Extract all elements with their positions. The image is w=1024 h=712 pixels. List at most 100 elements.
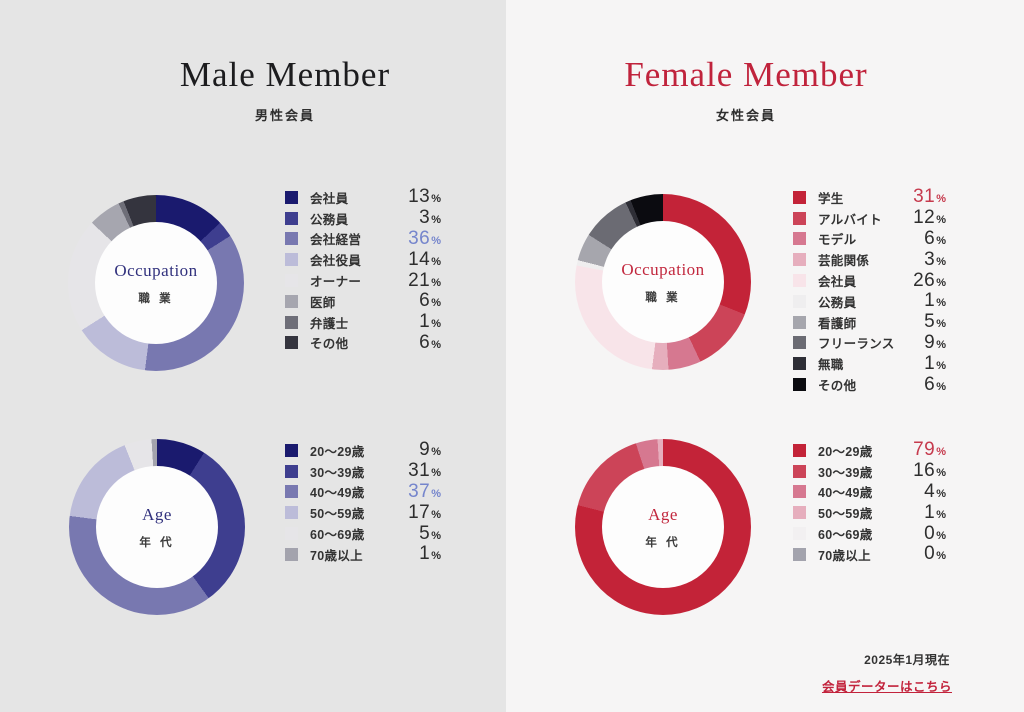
male-age-center-title: Age [142, 504, 172, 524]
legend-row: 40〜49歳 4% [793, 481, 946, 503]
legend-label: 芸能関係 [818, 254, 870, 269]
legend-label: アルバイト [818, 212, 882, 227]
female-title: Female Member [624, 55, 868, 94]
legend-row: フリーランス 9% [793, 332, 946, 354]
legend-row: 50〜59歳 17% [285, 502, 441, 523]
legend-swatch [285, 527, 298, 541]
legend-swatch [793, 232, 806, 246]
male-age-donut-chart: Age 年 代 [69, 439, 245, 615]
legend-row: 会社役員 14% [285, 249, 441, 270]
legend-row: 無職 1% [793, 353, 946, 374]
legend-swatch [285, 274, 298, 288]
legend-swatch [285, 315, 298, 329]
male-panel: Male Member 男性会員 Occupation 職 業 会社員 13% 公務… [0, 0, 506, 712]
legend-value: 1% [924, 290, 946, 312]
legend-row: アルバイト 12% [793, 207, 946, 229]
legend-row: 60〜69歳 5% [285, 523, 441, 544]
legend-label: 公務員 [310, 212, 349, 227]
legend-value: 4% [924, 481, 946, 502]
member-data-link[interactable]: 会員データーはこちら [821, 680, 952, 694]
legend-swatch [793, 378, 806, 392]
legend-value: 0% [924, 543, 946, 565]
legend-swatch [793, 357, 806, 371]
legend-swatch [793, 274, 806, 288]
legend-value: 12% [913, 207, 946, 229]
female-occupation-donut-chart: Occupation 職 業 [575, 194, 751, 370]
male-occupation-donut-chart: Occupation 職 業 [68, 195, 244, 371]
legend-row: 70歳以上 0% [793, 543, 946, 565]
legend-swatch [793, 211, 806, 225]
legend-row: その他 6% [793, 374, 946, 395]
legend-label: 医師 [310, 295, 336, 310]
female-age-donut-center: Age 年 代 [602, 466, 724, 588]
legend-label: 無職 [818, 358, 844, 373]
legend-label: 60〜69歳 [310, 528, 365, 543]
legend-label: 40〜49歳 [310, 486, 365, 501]
male-occupation-donut-center: Occupation 職 業 [95, 222, 217, 344]
male-age-center-subtitle: 年 代 [139, 536, 175, 549]
legend-value: 6% [924, 228, 946, 249]
legend-value: 6% [924, 373, 946, 395]
male-subtitle: 男性会員 [254, 108, 316, 123]
legend-value: 6% [419, 331, 441, 353]
legend-value: 5% [924, 311, 946, 333]
legend-row: 60〜69歳 0% [793, 523, 946, 544]
legend-swatch [793, 315, 806, 329]
legend-row: 会社経営 36% [285, 228, 441, 250]
female-age-legend: 20〜29歳 79% 30〜39歳 16% 40〜49歳 4% 50〜59歳 1% 60〜69歳… [793, 439, 946, 565]
legend-label: 30〜39歳 [310, 465, 365, 480]
legend-swatch [285, 190, 298, 204]
legend-label: 50〜59歳 [818, 507, 873, 522]
legend-swatch [285, 253, 298, 267]
legend-row: 20〜29歳 9% [285, 439, 441, 461]
legend-swatch [793, 190, 806, 204]
legend-value: 0% [924, 522, 946, 544]
legend-label: 会社役員 [310, 254, 362, 269]
legend-swatch [793, 443, 806, 457]
legend-value: 31% [408, 460, 441, 482]
legend-row: その他 6% [285, 331, 441, 354]
legend-value: 37% [408, 481, 441, 502]
legend-label: 20〜29歳 [310, 444, 365, 459]
legend-row: モデル 6% [793, 228, 946, 250]
legend-row: 芸能関係 3% [793, 249, 946, 270]
legend-row: 看護師 5% [793, 311, 946, 333]
legend-row: 会社員 13% [285, 186, 441, 208]
legend-swatch [285, 232, 298, 246]
male-occupation-center-title: Occupation [114, 260, 198, 280]
male-age-legend: 20〜29歳 9% 30〜39歳 31% 40〜49歳 37% 50〜59歳 17% 60〜69… [285, 439, 441, 565]
legend-swatch [793, 336, 806, 350]
legend-label: 30〜39歳 [818, 465, 873, 480]
legend-value: 26% [913, 269, 946, 291]
legend-label: 70歳以上 [818, 548, 871, 563]
legend-swatch [285, 506, 298, 520]
legend-value: 36% [408, 228, 441, 249]
legend-swatch [793, 547, 806, 561]
legend-value: 6% [419, 290, 441, 312]
female-occupation-legend: 学生 31% アルバイト 12% モデル 6% 芸能関係 3% 会社員 26% 公務員 1% 看護師 5%… [793, 186, 946, 395]
legend-value: 21% [408, 269, 441, 291]
legend-row: 30〜39歳 31% [285, 460, 441, 482]
legend-value: 16% [913, 460, 946, 482]
female-age-donut-chart: Age 年 代 [575, 439, 751, 615]
legend-label: 70歳以上 [310, 548, 363, 563]
legend-swatch [793, 253, 806, 267]
legend-value: 13% [408, 186, 441, 208]
legend-label: その他 [310, 337, 349, 352]
legend-label: モデル [818, 233, 857, 248]
legend-label: 会社員 [310, 191, 349, 206]
legend-label: 公務員 [818, 295, 857, 310]
legend-value: 9% [419, 439, 441, 461]
female-occupation-center-title: Occupation [621, 259, 705, 279]
legend-row: 会社員 26% [793, 270, 946, 291]
legend-swatch [285, 336, 298, 350]
legend-row: 弁護士 1% [285, 311, 441, 333]
legend-swatch [285, 547, 298, 561]
legend-swatch [285, 211, 298, 225]
male-title: Male Member [179, 55, 391, 94]
legend-value: 1% [924, 352, 946, 374]
legend-row: 学生 31% [793, 186, 946, 208]
legend-label: 弁護士 [310, 316, 349, 331]
female-age-center-title: Age [648, 504, 678, 524]
